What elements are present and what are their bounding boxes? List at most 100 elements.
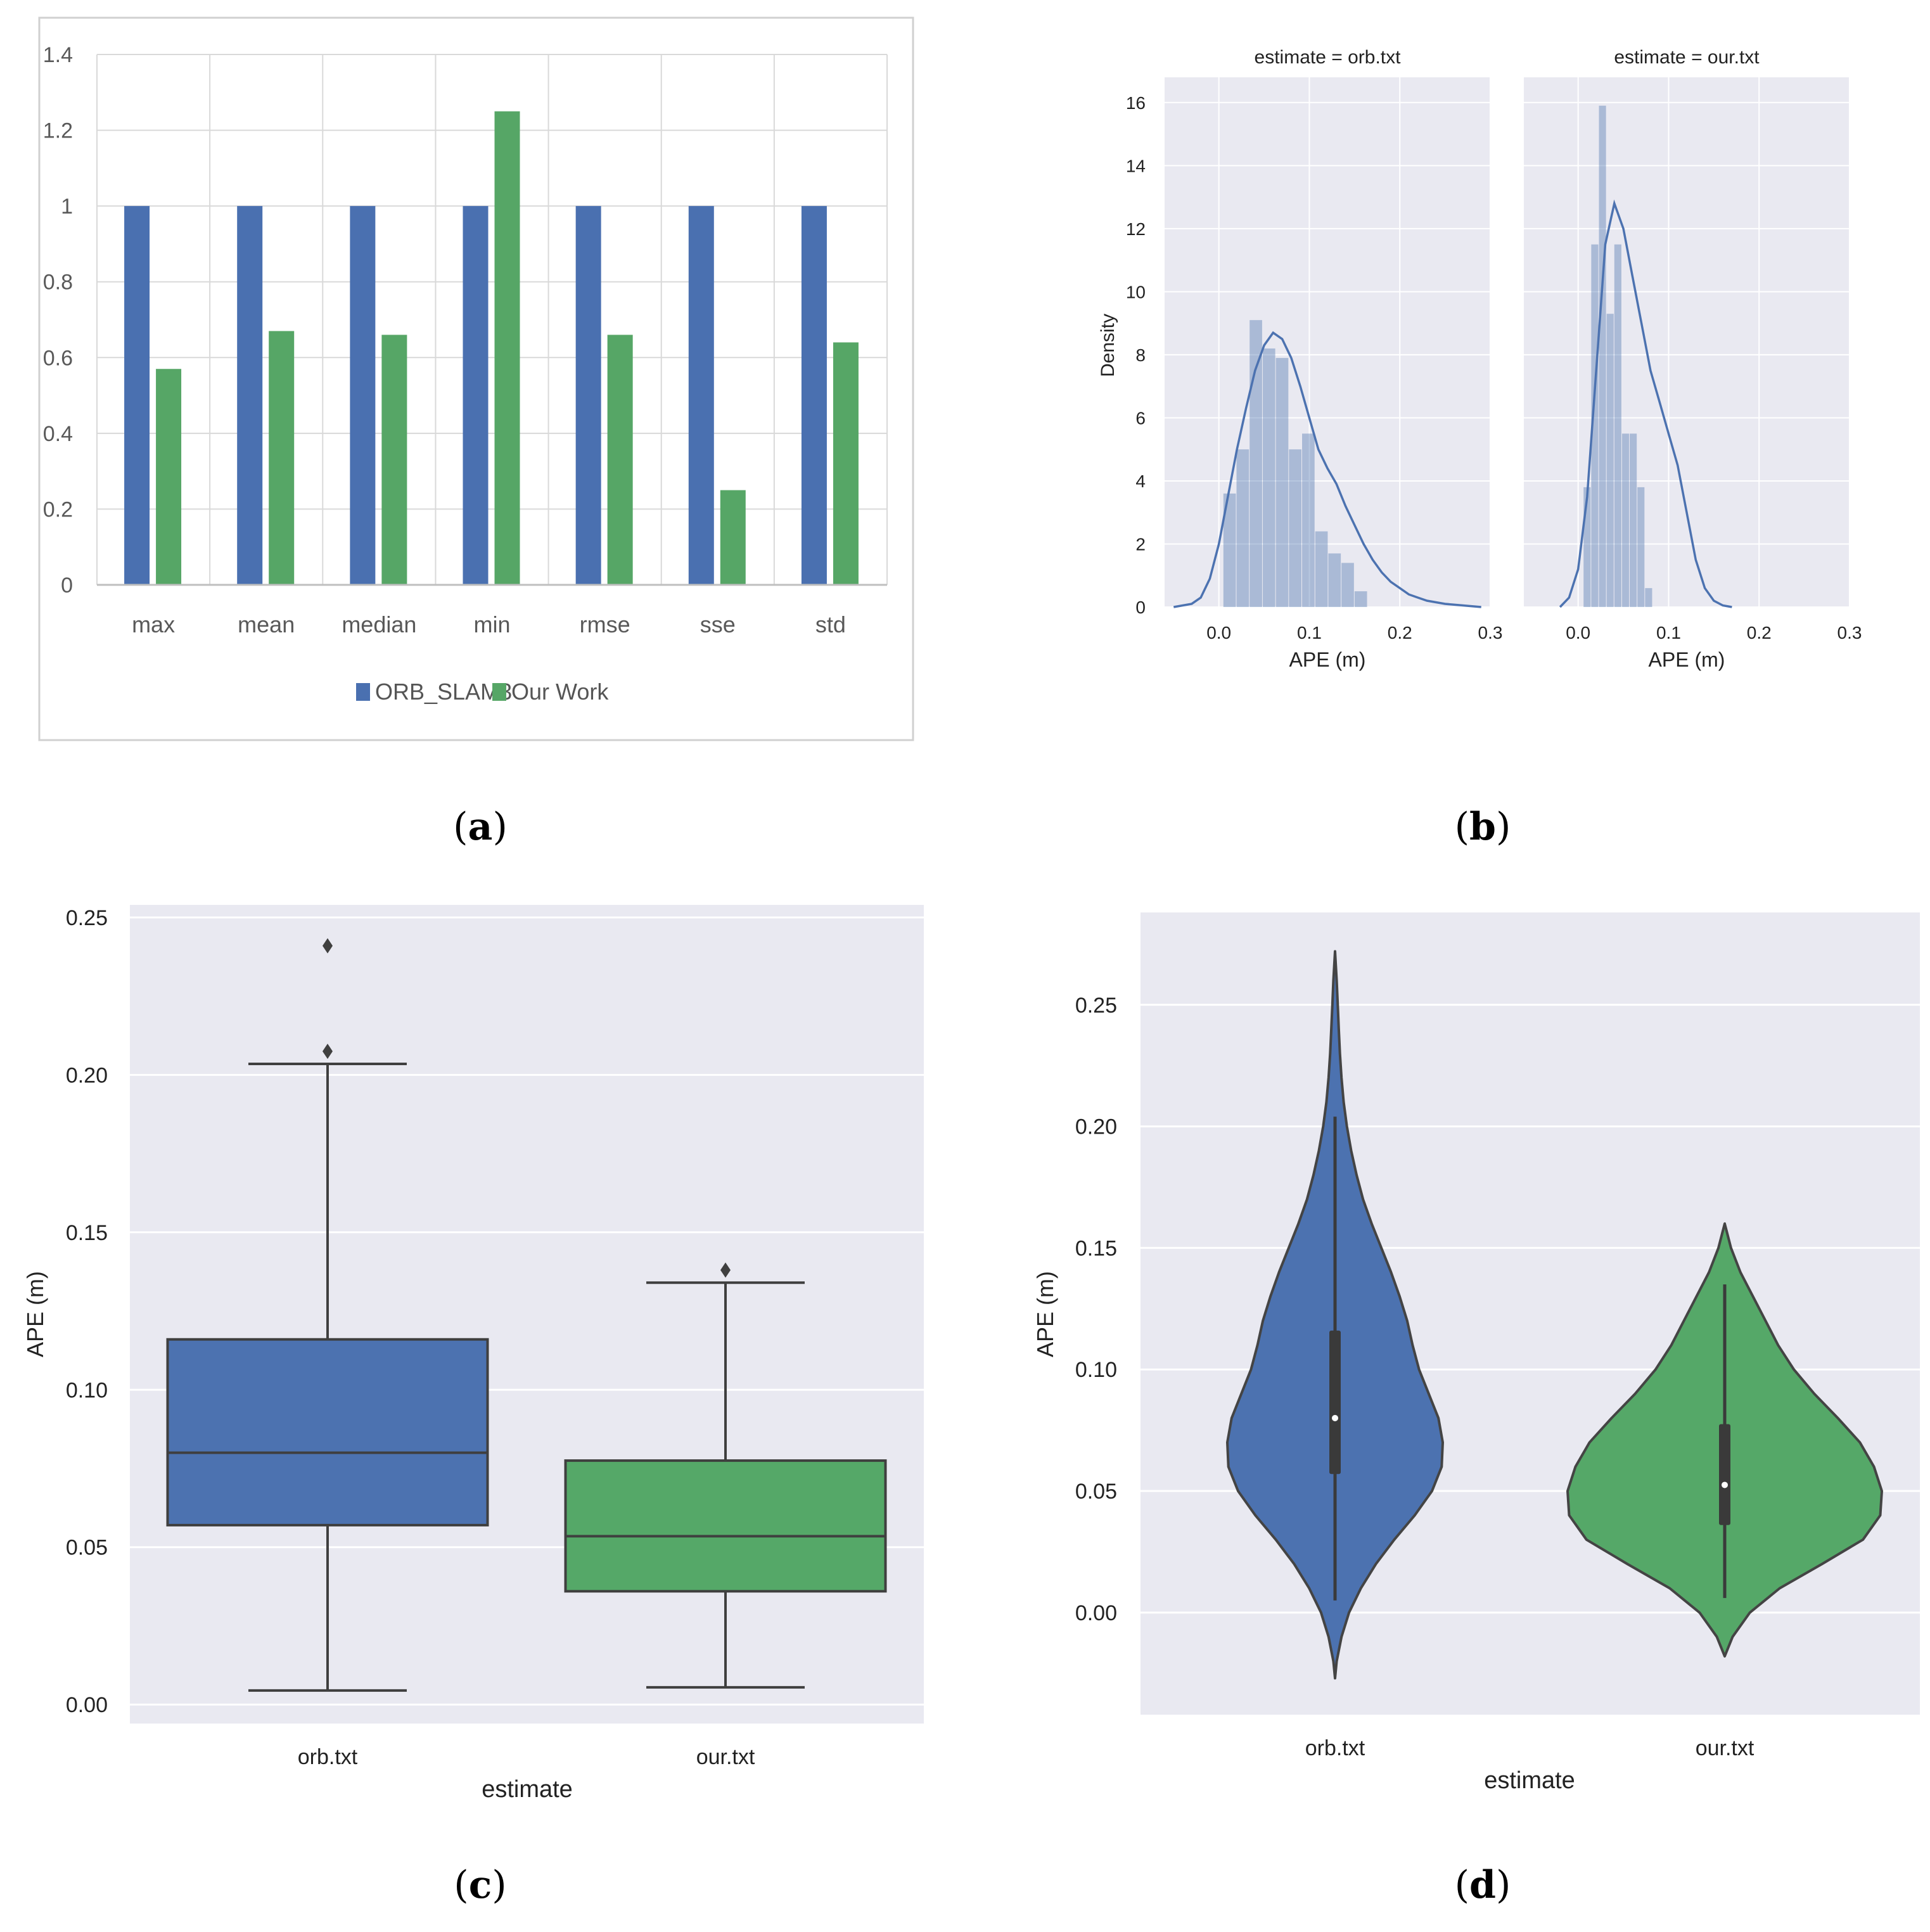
bar-our-work-rmse <box>607 335 633 585</box>
histogram-bar <box>1583 487 1591 607</box>
histogram-bar <box>1341 563 1354 607</box>
x-tick-label: 0.0 <box>1566 623 1590 643</box>
inner-iqr-box <box>1719 1424 1730 1525</box>
y-axis-label: APE (m) <box>1032 1271 1058 1357</box>
bar-our-work-mean <box>269 331 295 585</box>
panel-d-violin-plot: 0.00 0.05 0.10 0.15 0.20 0.25 orb.txt our.txt AP… <box>1032 912 1920 1794</box>
histogram-bar <box>1315 531 1328 607</box>
x-tick-label: std <box>815 611 846 637</box>
x-tick-label: median <box>342 611 416 637</box>
histogram-bar <box>1289 449 1302 607</box>
x-tick-label: 0.3 <box>1478 623 1503 643</box>
bar-orb-slam3-rmse <box>575 206 601 585</box>
panel-label-c: (c) <box>454 1863 506 1907</box>
bar-orb-slam3-mean <box>237 206 263 585</box>
box-orb.txt <box>166 1338 489 1526</box>
legend-label-our-work: Our Work <box>511 679 609 705</box>
kde-line <box>1173 331 1481 608</box>
y-tick-label: 0.4 <box>43 422 73 446</box>
y-tick-label: 4 <box>1135 471 1146 491</box>
histogram-bar <box>1262 348 1275 607</box>
legend-swatch-orb-slam3 <box>356 683 370 701</box>
x-tick-label: max <box>132 611 175 637</box>
panel-b-ylabel: Density <box>1097 314 1118 377</box>
histogram-bar <box>1599 105 1606 608</box>
histogram-bar <box>1275 357 1289 607</box>
histogram-bar <box>1645 588 1652 607</box>
x-tick-label: sse <box>700 611 736 637</box>
x-tick-label: 0.2 <box>1388 623 1412 643</box>
bar-orb-slam3-max <box>124 206 150 585</box>
y-tick-label: 1 <box>61 195 73 219</box>
histogram-bar <box>1614 244 1621 607</box>
outlier-marker <box>720 1262 731 1278</box>
histogram-bar <box>1302 433 1315 607</box>
panel-a-bar-chart: 0 0.2 0.4 0.6 0.8 1 1.2 1.4 max mean median min rmse… <box>38 16 914 741</box>
y-tick-label: 0.8 <box>43 271 73 295</box>
histogram-bar <box>1621 433 1630 607</box>
y-tick-label: 0 <box>1135 598 1146 617</box>
x-tick-label: 0.2 <box>1747 623 1772 643</box>
y-tick-label: 2 <box>1135 534 1146 554</box>
bar-our-work-max <box>156 369 182 585</box>
y-tick-label: 0.25 <box>1075 994 1117 1018</box>
y-tick-label: 0.00 <box>1075 1601 1117 1625</box>
outlier-marker <box>323 938 333 954</box>
median-dot <box>1722 1481 1728 1488</box>
y-tick-label: 0.25 <box>66 906 108 930</box>
y-tick-label: 16 <box>1126 93 1146 113</box>
y-tick-label: 0.20 <box>66 1063 108 1087</box>
inner-iqr-box <box>1329 1330 1341 1475</box>
panel-label-b: (b) <box>1455 805 1511 849</box>
y-tick-label: 0 <box>61 573 73 598</box>
legend-label-orb-slam3: ORB_SLAM3 <box>375 679 512 705</box>
histogram-bar <box>1606 314 1614 607</box>
plot-background <box>130 905 924 1724</box>
panel-c-box-plot: 0.00 0.05 0.10 0.15 0.20 0.25 orb.txt our.txt AP… <box>22 905 924 1803</box>
bar-orb-slam3-min <box>463 206 489 585</box>
facet-xlabel: APE (m) <box>1289 648 1366 671</box>
x-tick-label: 0.0 <box>1206 623 1231 643</box>
x-tick-label: 0.1 <box>1656 623 1681 643</box>
x-tick-label: our.txt <box>696 1745 755 1769</box>
y-tick-label: 0.15 <box>66 1221 108 1245</box>
bar-orb-slam3-sse <box>688 206 714 585</box>
histogram-bar <box>1236 449 1249 607</box>
x-tick-label: rmse <box>580 611 630 637</box>
x-tick-label: 0.3 <box>1837 623 1862 643</box>
histogram-bar <box>1223 493 1236 607</box>
x-axis-label: estimate <box>482 1776 573 1803</box>
y-tick-label: 0.10 <box>66 1378 108 1402</box>
y-tick-label: 8 <box>1135 345 1146 365</box>
facet-background <box>1524 77 1850 607</box>
x-tick-label: mean <box>238 611 295 637</box>
panel-a-plot-area: 0 0.2 0.4 0.6 0.8 1 1.2 1.4 max mean median min rmse… <box>43 43 888 637</box>
outlier-marker <box>323 1044 333 1059</box>
histogram-bar <box>1328 553 1341 607</box>
panel-b-facet-orb: 0 2 4 6 8 10 12 14 16 0.0 0.1 0.2 0.3 estimate = orb.… <box>1126 47 1503 671</box>
x-tick-label: our.txt <box>1696 1736 1754 1760</box>
bar-orb-slam3-median <box>350 206 376 585</box>
panel-a-legend: ORB_SLAM3 Our Work <box>356 679 609 705</box>
y-axis-label: APE (m) <box>22 1271 48 1357</box>
y-tick-label: 12 <box>1126 219 1146 239</box>
x-tick-label: orb.txt <box>1305 1736 1365 1760</box>
histogram-bar <box>1630 433 1637 607</box>
bar-our-work-sse <box>720 490 746 585</box>
y-tick-label: 0.05 <box>66 1536 108 1560</box>
facet-title: estimate = orb.txt <box>1255 47 1402 68</box>
panel-b-histogram: Density 0 2 4 6 8 10 12 14 16 0.0 0.1 0.2 0.3 estimat… <box>1097 47 1862 671</box>
panel-label-a: (a) <box>453 805 508 849</box>
x-tick-label: orb.txt <box>298 1745 358 1769</box>
histogram-bar <box>1249 320 1262 607</box>
facet-background <box>1165 77 1490 607</box>
bar-orb-slam3-std <box>801 206 827 585</box>
bar-our-work-median <box>381 335 407 585</box>
histogram-bar <box>1354 591 1367 607</box>
x-tick-label: 0.1 <box>1297 623 1322 643</box>
panel-label-d: (d) <box>1455 1863 1511 1907</box>
facet-xlabel: APE (m) <box>1649 648 1725 671</box>
bar-our-work-min <box>494 111 520 585</box>
y-tick-label: 1.4 <box>43 43 73 67</box>
